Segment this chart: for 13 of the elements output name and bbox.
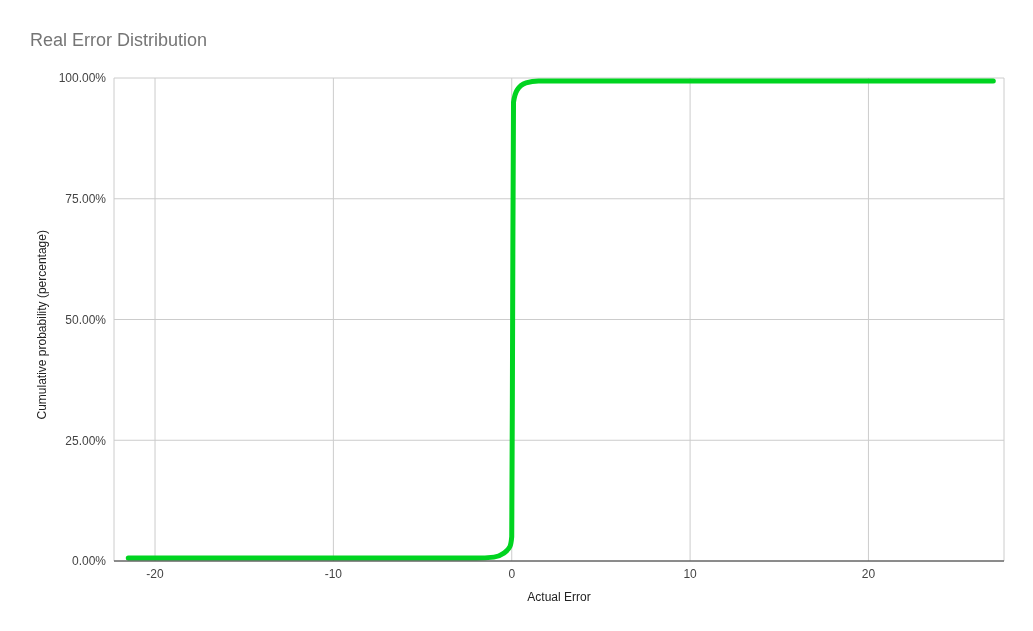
x-tick-label: 10 [683,566,698,581]
y-tick-label: 50.00% [65,312,107,327]
y-tick-label: 25.00% [65,433,107,448]
chart-title: Real Error Distribution [30,30,208,51]
x-tick-label: -10 [324,566,343,581]
x-tick-label: 0 [508,566,516,581]
y-tick-label: 100.00% [58,71,107,86]
y-axis-title: Cumulative probability (percentage) [35,230,50,420]
y-tick-label: 0.00% [71,554,107,569]
x-tick-label: -20 [146,566,165,581]
x-axis-title: Actual Error [527,590,591,604]
y-tick-label: 75.00% [65,192,107,207]
x-tick-label: 20 [861,566,876,581]
